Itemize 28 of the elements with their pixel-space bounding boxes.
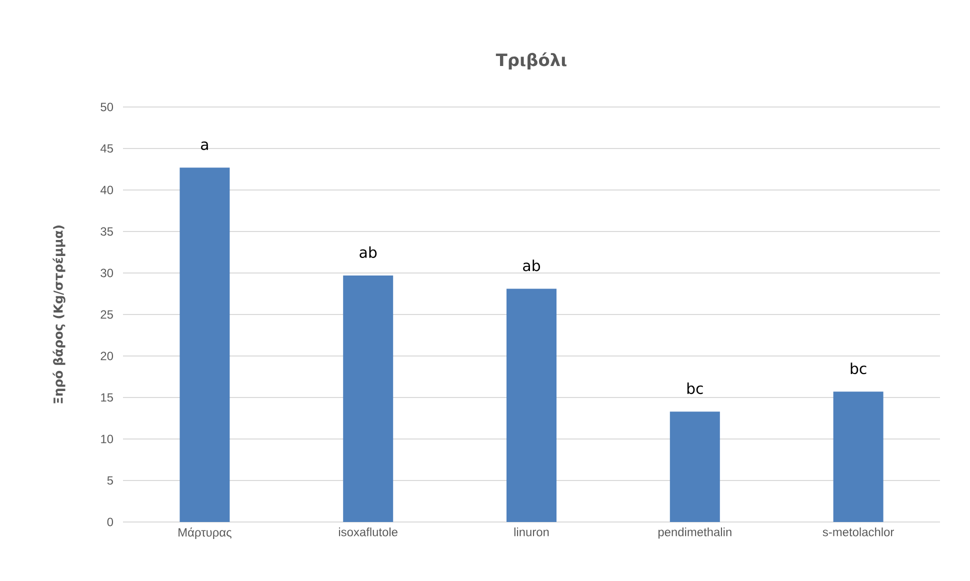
bar — [670, 412, 720, 522]
y-tick-label: 0 — [107, 518, 114, 526]
y-tick-label: 10 — [101, 434, 114, 444]
annotation: ab — [523, 260, 540, 272]
x-tick-label: linuron — [514, 528, 549, 536]
y-tick-label: 20 — [100, 352, 114, 360]
x-tick-label: Μάρτυρας — [178, 528, 232, 539]
y-tick-label: 15 — [101, 393, 113, 402]
y-tick-label: 5 — [107, 476, 113, 485]
x-tick-label: pendimethalin — [658, 528, 732, 539]
chart-title: Τριβόλι — [496, 52, 566, 70]
annotation: a — [201, 141, 208, 150]
bar — [343, 275, 394, 522]
y-tick-label: 50 — [100, 102, 114, 112]
annotation: bc — [850, 362, 866, 374]
annotation: bc — [687, 382, 703, 394]
y-tick-label: 35 — [100, 227, 113, 236]
annotation: ab — [360, 246, 377, 258]
y-axis-title: Ξηρό βάρος (Kg/στρέμμα) — [52, 226, 66, 404]
y-tick-label: 30 — [100, 268, 114, 278]
bar — [506, 288, 557, 522]
y-tick-label: 45 — [100, 144, 113, 153]
y-tick-label: 25 — [100, 310, 113, 319]
x-tick-label: isoxaflutole — [339, 528, 398, 536]
bar — [833, 392, 884, 522]
bar — [180, 168, 230, 522]
y-tick-label: 40 — [100, 186, 114, 194]
x-tick-label: s-metolachlor — [822, 528, 894, 536]
